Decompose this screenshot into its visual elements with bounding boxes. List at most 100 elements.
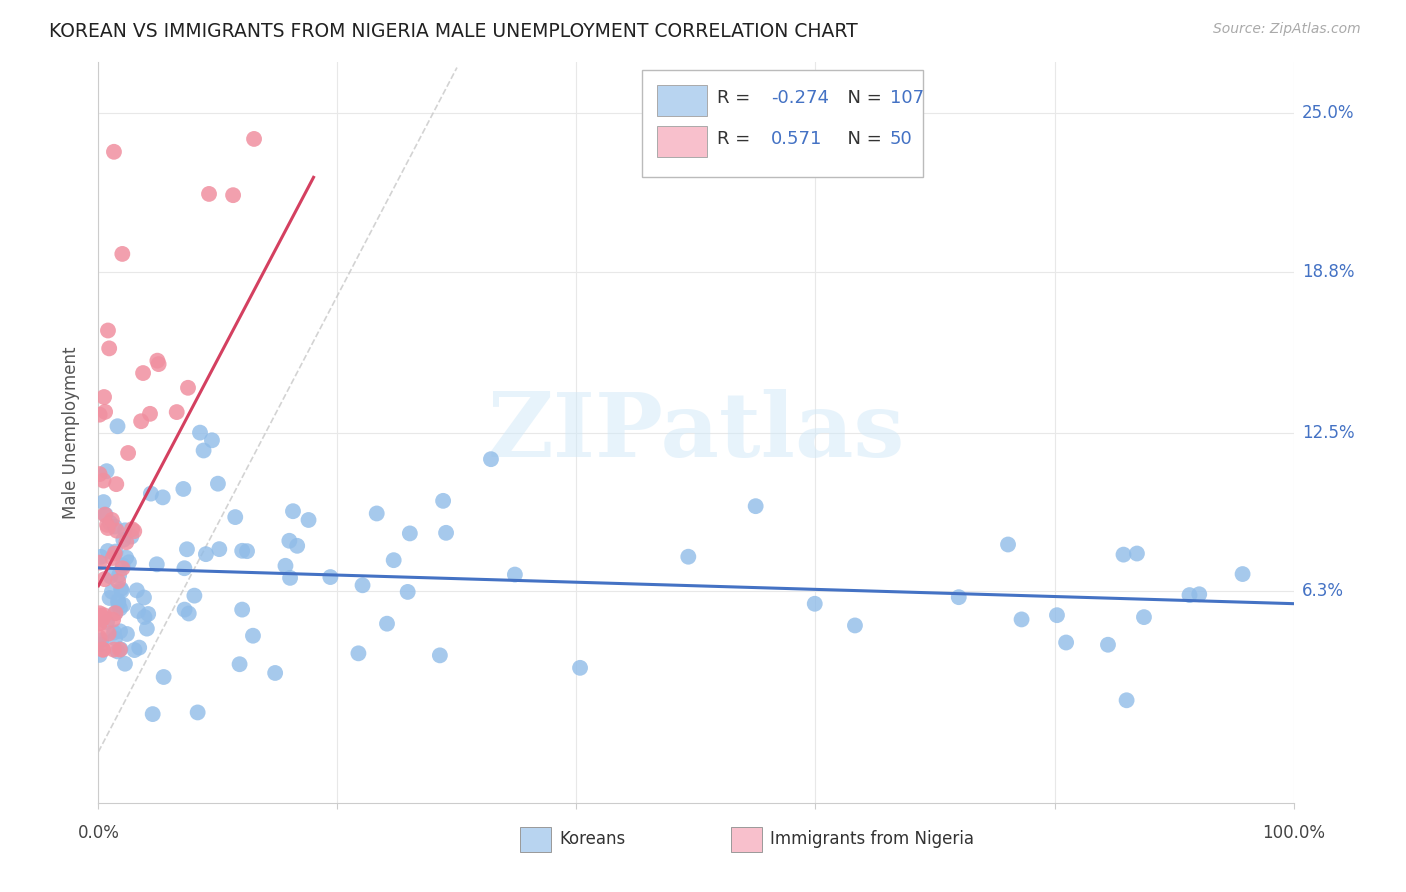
Point [108, 642, 131, 657]
Point [1188, 587, 1211, 601]
Text: R =: R = [717, 129, 762, 148]
Point [98, 591, 121, 605]
Point [132, 366, 155, 380]
Point [91, 612, 114, 626]
Point [94, 508, 117, 522]
Point [1126, 547, 1149, 561]
Text: Immigrants from Nigeria: Immigrants from Nigeria [770, 830, 974, 848]
Point [110, 582, 132, 596]
Point [429, 648, 451, 663]
Point [1178, 588, 1201, 602]
Point [744, 499, 766, 513]
Point [115, 535, 138, 549]
FancyBboxPatch shape [657, 126, 707, 157]
Point [243, 132, 266, 146]
Point [228, 657, 250, 672]
Point [127, 604, 149, 618]
Point [118, 555, 141, 569]
Point [129, 414, 152, 428]
Point [1115, 693, 1137, 707]
Point [434, 525, 457, 540]
Point [105, 477, 128, 491]
Point [297, 513, 319, 527]
Point [101, 613, 124, 627]
Text: Koreans: Koreans [560, 830, 626, 848]
Point [1054, 635, 1077, 649]
Point [104, 606, 127, 620]
Text: 107: 107 [890, 89, 924, 107]
Point [132, 591, 155, 605]
Point [319, 570, 342, 584]
Point [97, 626, 120, 640]
Point [398, 526, 420, 541]
Point [96, 464, 118, 478]
Point [166, 405, 188, 419]
Point [101, 513, 124, 527]
Point [366, 507, 388, 521]
Point [172, 482, 194, 496]
Point [264, 665, 287, 680]
Point [104, 519, 127, 533]
Point [207, 476, 229, 491]
Point [503, 567, 526, 582]
Point [198, 186, 221, 201]
Point [188, 425, 211, 440]
Point [120, 530, 142, 544]
Point [278, 533, 301, 548]
Point [103, 625, 125, 640]
Point [107, 594, 129, 608]
Point [107, 574, 129, 589]
Text: 6.3%: 6.3% [1302, 582, 1344, 600]
Point [110, 642, 132, 657]
Point [1232, 567, 1254, 582]
Point [89, 556, 111, 570]
Point [107, 596, 129, 610]
Point [208, 542, 231, 557]
Point [93, 572, 115, 586]
Point [93, 390, 115, 404]
Point [104, 606, 127, 620]
Point [98, 516, 121, 530]
Point [281, 504, 304, 518]
Text: 25.0%: 25.0% [1302, 104, 1354, 122]
Point [278, 571, 301, 585]
Point [105, 524, 128, 538]
Text: 50: 50 [890, 129, 912, 148]
Point [91, 642, 114, 657]
Point [242, 629, 264, 643]
Text: 0.0%: 0.0% [77, 823, 120, 841]
Point [173, 561, 195, 575]
Point [122, 524, 145, 538]
Point [90, 637, 112, 651]
Point [134, 610, 156, 624]
Point [146, 558, 169, 572]
Text: 0.571: 0.571 [772, 129, 823, 148]
Point [803, 597, 825, 611]
Point [111, 558, 134, 573]
Point [352, 578, 374, 592]
Point [844, 618, 866, 632]
Point [183, 589, 205, 603]
Point [1097, 638, 1119, 652]
Point [89, 408, 111, 422]
Point [396, 585, 419, 599]
Point [194, 547, 217, 561]
Text: 12.5%: 12.5% [1302, 424, 1354, 442]
Text: ZIPatlas: ZIPatlas [488, 389, 904, 476]
Point [274, 558, 297, 573]
Point [569, 661, 592, 675]
Point [114, 657, 136, 671]
Text: 18.8%: 18.8% [1302, 263, 1354, 281]
Point [90, 633, 112, 648]
Point [107, 644, 129, 658]
Point [135, 622, 157, 636]
Point [112, 598, 135, 612]
Point [97, 521, 120, 535]
Point [108, 601, 131, 615]
Point [146, 353, 169, 368]
Point [1011, 612, 1033, 626]
Point [111, 247, 134, 261]
Point [224, 510, 246, 524]
Point [107, 419, 129, 434]
Point [89, 608, 111, 623]
